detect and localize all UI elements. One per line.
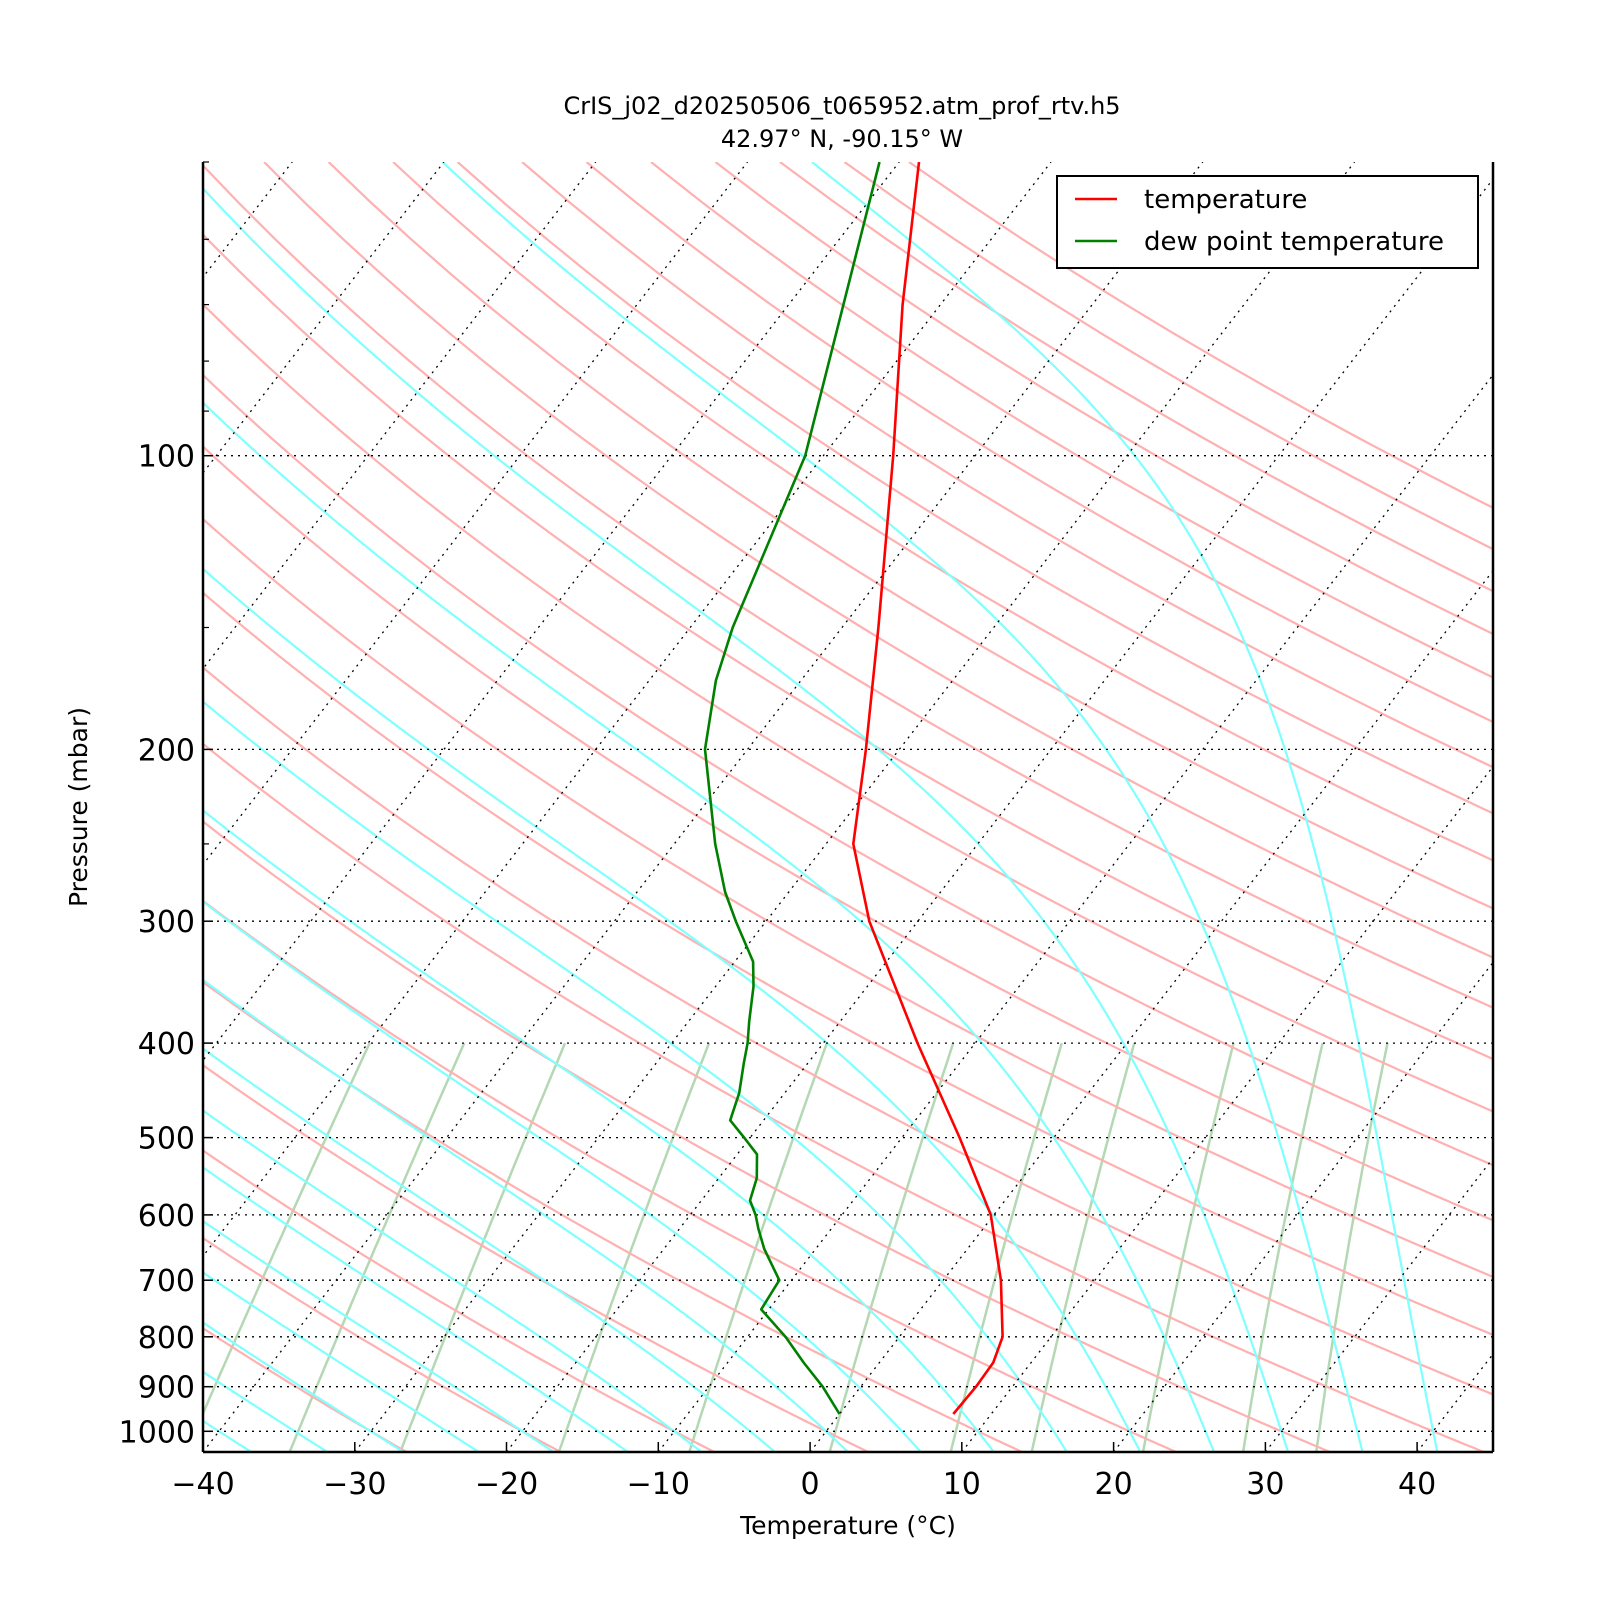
- dry-adiabat: [203, 1236, 562, 1452]
- moist-adiabat: [203, 978, 849, 1452]
- mixing-ratio-line: [1030, 1042, 1136, 1452]
- dry-adiabat: [203, 899, 1177, 1452]
- dry-adiabat: [203, 591, 1493, 1337]
- moist-adiabat: [441, 162, 1364, 1452]
- dry-adiabat: [203, 1149, 715, 1452]
- mixing-ratio-line: [688, 1042, 829, 1452]
- y-tick-label: 100: [138, 440, 195, 475]
- y-tick-label: 300: [138, 905, 195, 940]
- isobar-gridlines: [203, 455, 1493, 1432]
- mixing-ratio-lines: [203, 1042, 1389, 1452]
- y-tick-label: 700: [138, 1264, 195, 1299]
- dry-adiabat: [203, 303, 1493, 1113]
- x-axis: −40 −30 −20 −10 0 10 20 30 40: [171, 1442, 1436, 1502]
- legend-box: [1056, 175, 1479, 269]
- moist-adiabat: [203, 401, 1216, 1452]
- mixing-ratio-line: [288, 1042, 466, 1452]
- moist-adiabat: [203, 1047, 776, 1452]
- moist-adiabat: [203, 567, 1142, 1452]
- y-tick-label: 200: [138, 733, 195, 768]
- y-tick-label: 1000: [119, 1415, 195, 1450]
- dry-adiabat: [203, 980, 1023, 1452]
- x-tick-label: −20: [475, 1467, 538, 1502]
- x-tick-label: 0: [801, 1467, 820, 1502]
- x-axis-label: Temperature (°C): [739, 1511, 956, 1540]
- dry-adiabat: [203, 163, 1493, 1009]
- dry-adiabat: [203, 820, 1331, 1452]
- y-tick-label: 600: [138, 1199, 195, 1234]
- temperature-line: [852, 162, 1004, 1415]
- y-tick-label: 400: [138, 1027, 195, 1062]
- series-lines: [703, 162, 1004, 1415]
- moist-adiabat: [811, 162, 1439, 1452]
- mixing-ratio-line: [1241, 1042, 1324, 1452]
- y-tick-label: 800: [138, 1321, 195, 1356]
- mixing-ratio-line: [949, 1042, 1063, 1452]
- x-tick-label: −30: [323, 1467, 386, 1502]
- dry-adiabat: [392, 162, 1493, 862]
- dry-adiabat: [203, 373, 1493, 1167]
- mixing-ratio-line: [399, 1042, 567, 1452]
- y-tick-label: 900: [138, 1371, 195, 1406]
- plot-area: [203, 162, 1493, 1452]
- dry-adiabat: [327, 162, 1493, 910]
- x-tick-label: 30: [1246, 1467, 1284, 1502]
- x-tick-label: 40: [1398, 1467, 1436, 1502]
- moist-adiabat: [203, 1219, 555, 1452]
- plot-frame: [201, 162, 1495, 1454]
- y-axis-label: Pressure (mbar): [64, 707, 93, 907]
- legend-temperature-label: temperature: [1144, 185, 1307, 215]
- dry-adiabat: [203, 1327, 408, 1452]
- x-tick-label: −40: [171, 1467, 234, 1502]
- dewpoint-line: [703, 162, 881, 1415]
- dry-adiabat: [203, 742, 1485, 1452]
- dry-adiabat: [203, 517, 1493, 1279]
- moist-adiabat: [203, 809, 995, 1452]
- dry-adiabat: [456, 162, 1493, 815]
- y-tick-label: 500: [138, 1122, 195, 1157]
- x-tick-label: 20: [1095, 1467, 1133, 1502]
- x-tick-label: 10: [943, 1467, 981, 1502]
- moist-adiabat: [203, 1109, 703, 1452]
- moist-adiabat: [203, 1166, 629, 1452]
- dry-adiabat: [203, 1063, 869, 1452]
- dry-adiabats: [203, 162, 1493, 1452]
- legend-dewpoint-label: dew point temperature: [1144, 227, 1444, 257]
- y-axis: 100 200 300 400 500 600 700 800 900 1000: [119, 161, 213, 1450]
- moist-adiabat: [203, 186, 1290, 1452]
- mixing-ratio-line: [1141, 1042, 1235, 1452]
- chart-title: CrIS_j02_d20250506_t065952.atm_prof_rtv.…: [563, 92, 1120, 120]
- x-tick-label: −10: [627, 1467, 690, 1502]
- legend: temperature dew point temperature: [1056, 175, 1479, 269]
- dry-adiabat: [203, 233, 1493, 1061]
- moist-adiabat: [203, 1370, 329, 1452]
- dry-adiabat: [203, 445, 1493, 1222]
- moist-adiabat: [203, 1321, 404, 1452]
- dry-adiabat: [263, 162, 1493, 959]
- chart-subtitle: 42.97° N, -90.15° W: [721, 125, 963, 153]
- mixing-ratio-line: [1315, 1042, 1389, 1452]
- mixing-ratio-line: [203, 1042, 371, 1417]
- mixing-ratio-line: [828, 1042, 955, 1452]
- moist-adiabat: [203, 1271, 480, 1452]
- moist-adiabat: [203, 900, 922, 1452]
- dry-adiabat: [203, 666, 1493, 1396]
